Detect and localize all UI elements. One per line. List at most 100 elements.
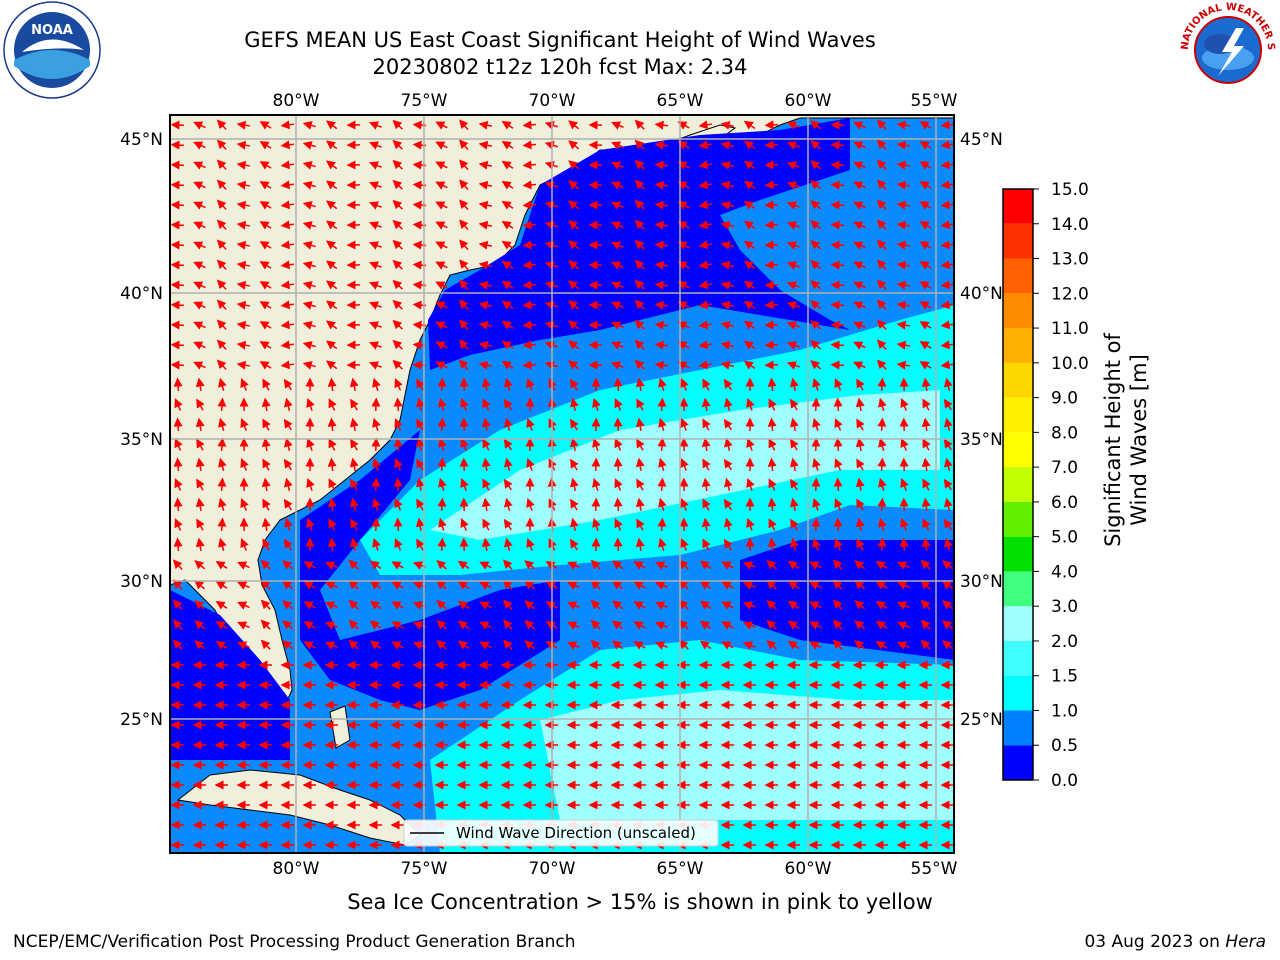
wave-arrow xyxy=(611,121,624,130)
wave-arrow xyxy=(698,260,713,270)
wave-arrow xyxy=(193,321,206,330)
wave-arrow xyxy=(764,300,779,310)
wave-arrow xyxy=(478,160,493,170)
wave-arrow xyxy=(478,260,493,270)
wave-arrow xyxy=(810,340,822,350)
wave-arrow xyxy=(174,398,183,411)
wave-arrow xyxy=(810,220,822,230)
wave-arrow xyxy=(743,120,756,130)
colorbar-swatch xyxy=(1003,362,1033,398)
lon-label-bottom-80: 80°W xyxy=(273,859,320,879)
wave-arrow xyxy=(568,160,580,170)
wave-arrow xyxy=(743,240,756,250)
graticule xyxy=(170,115,954,853)
wave-arrow xyxy=(567,561,580,570)
wave-arrow xyxy=(614,438,623,451)
wave-arrow xyxy=(634,299,645,310)
wave-arrow xyxy=(854,600,866,610)
wave-arrow xyxy=(170,220,185,230)
wave-arrow xyxy=(720,220,735,230)
wave-arrow xyxy=(634,119,645,130)
wave-arrow xyxy=(501,140,514,150)
wave-arrow xyxy=(613,537,623,552)
wave-arrow xyxy=(832,579,843,590)
wave-arrow xyxy=(699,600,712,610)
wave-arrow xyxy=(328,518,337,531)
wave-arrow xyxy=(680,458,689,471)
wave-arrow xyxy=(897,621,910,630)
wave-arrow xyxy=(436,619,447,630)
wave-arrow xyxy=(612,560,624,570)
wave-arrow xyxy=(590,579,601,590)
wave-arrow xyxy=(896,260,911,270)
wave-arrow xyxy=(393,517,403,532)
colorbar-swatch xyxy=(1003,189,1033,224)
wave-arrow xyxy=(764,220,779,230)
wave-arrow xyxy=(743,300,756,310)
wave-arrow xyxy=(236,320,251,330)
wave-arrow xyxy=(678,599,689,610)
wave-arrow xyxy=(940,300,954,310)
wave-arrow xyxy=(416,458,425,471)
wave-arrow xyxy=(524,560,536,570)
wave-arrow xyxy=(569,397,579,412)
wave-arrow xyxy=(592,477,601,491)
wave-arrow xyxy=(260,599,271,610)
wave-arrow xyxy=(482,518,491,531)
wave-arrow xyxy=(368,281,382,290)
wave-arrow xyxy=(503,478,513,491)
wave-arrow xyxy=(634,139,645,150)
wave-arrow xyxy=(634,199,645,210)
wave-arrow xyxy=(195,457,205,472)
wave-arrow xyxy=(854,580,866,590)
wave-arrow xyxy=(743,360,756,370)
wave-arrow xyxy=(282,620,294,630)
wave-arrow xyxy=(743,180,756,190)
wave-arrow xyxy=(786,241,800,250)
wave-arrow xyxy=(702,498,711,511)
wave-arrow xyxy=(767,497,777,512)
wave-arrow xyxy=(611,161,624,170)
lon-label-bottom-70: 70°W xyxy=(529,859,576,879)
wave-arrow xyxy=(502,639,513,650)
wave-arrow xyxy=(767,537,777,552)
wave-arrow xyxy=(698,200,713,210)
wave-arrow xyxy=(634,339,645,350)
wave-arrow xyxy=(194,640,206,650)
wave-arrow xyxy=(720,360,735,370)
wave-arrow xyxy=(280,200,295,210)
wave-arrow xyxy=(809,581,822,590)
wave-arrow xyxy=(348,639,359,650)
colorbar-swatch xyxy=(1003,467,1033,502)
wave-arrow xyxy=(830,340,845,350)
wave-arrow xyxy=(613,377,623,392)
wave-arrow xyxy=(701,437,711,452)
wave-arrow xyxy=(723,397,733,412)
wave-arrow xyxy=(787,580,800,590)
wave-arrow xyxy=(721,641,734,650)
wave-arrow xyxy=(742,621,756,630)
lat-label-left-25: 25°N xyxy=(120,710,163,730)
wave-arrow xyxy=(920,559,931,570)
wave-arrow xyxy=(216,319,227,330)
wave-arrow xyxy=(723,458,733,471)
wave-arrow xyxy=(479,581,492,590)
wave-arrow xyxy=(216,179,227,190)
wave-arrow xyxy=(922,518,931,531)
wave-arrow xyxy=(721,621,734,630)
wave-arrow xyxy=(764,120,779,130)
wave-arrow xyxy=(415,477,425,492)
wave-arrow xyxy=(830,180,845,190)
wave-arrow xyxy=(170,320,185,330)
wave-arrow xyxy=(720,260,735,270)
wave-arrow xyxy=(459,179,469,191)
wave-arrow xyxy=(436,639,447,650)
lat-label-right-45: 45°N xyxy=(960,130,1003,150)
wave-arrow xyxy=(392,339,403,350)
wave-arrow xyxy=(592,437,601,451)
wave-arrow xyxy=(326,160,338,170)
wave-arrow xyxy=(216,199,227,210)
wave-arrow xyxy=(723,498,733,511)
wave-arrow xyxy=(416,418,425,431)
wave-arrow xyxy=(259,321,272,330)
